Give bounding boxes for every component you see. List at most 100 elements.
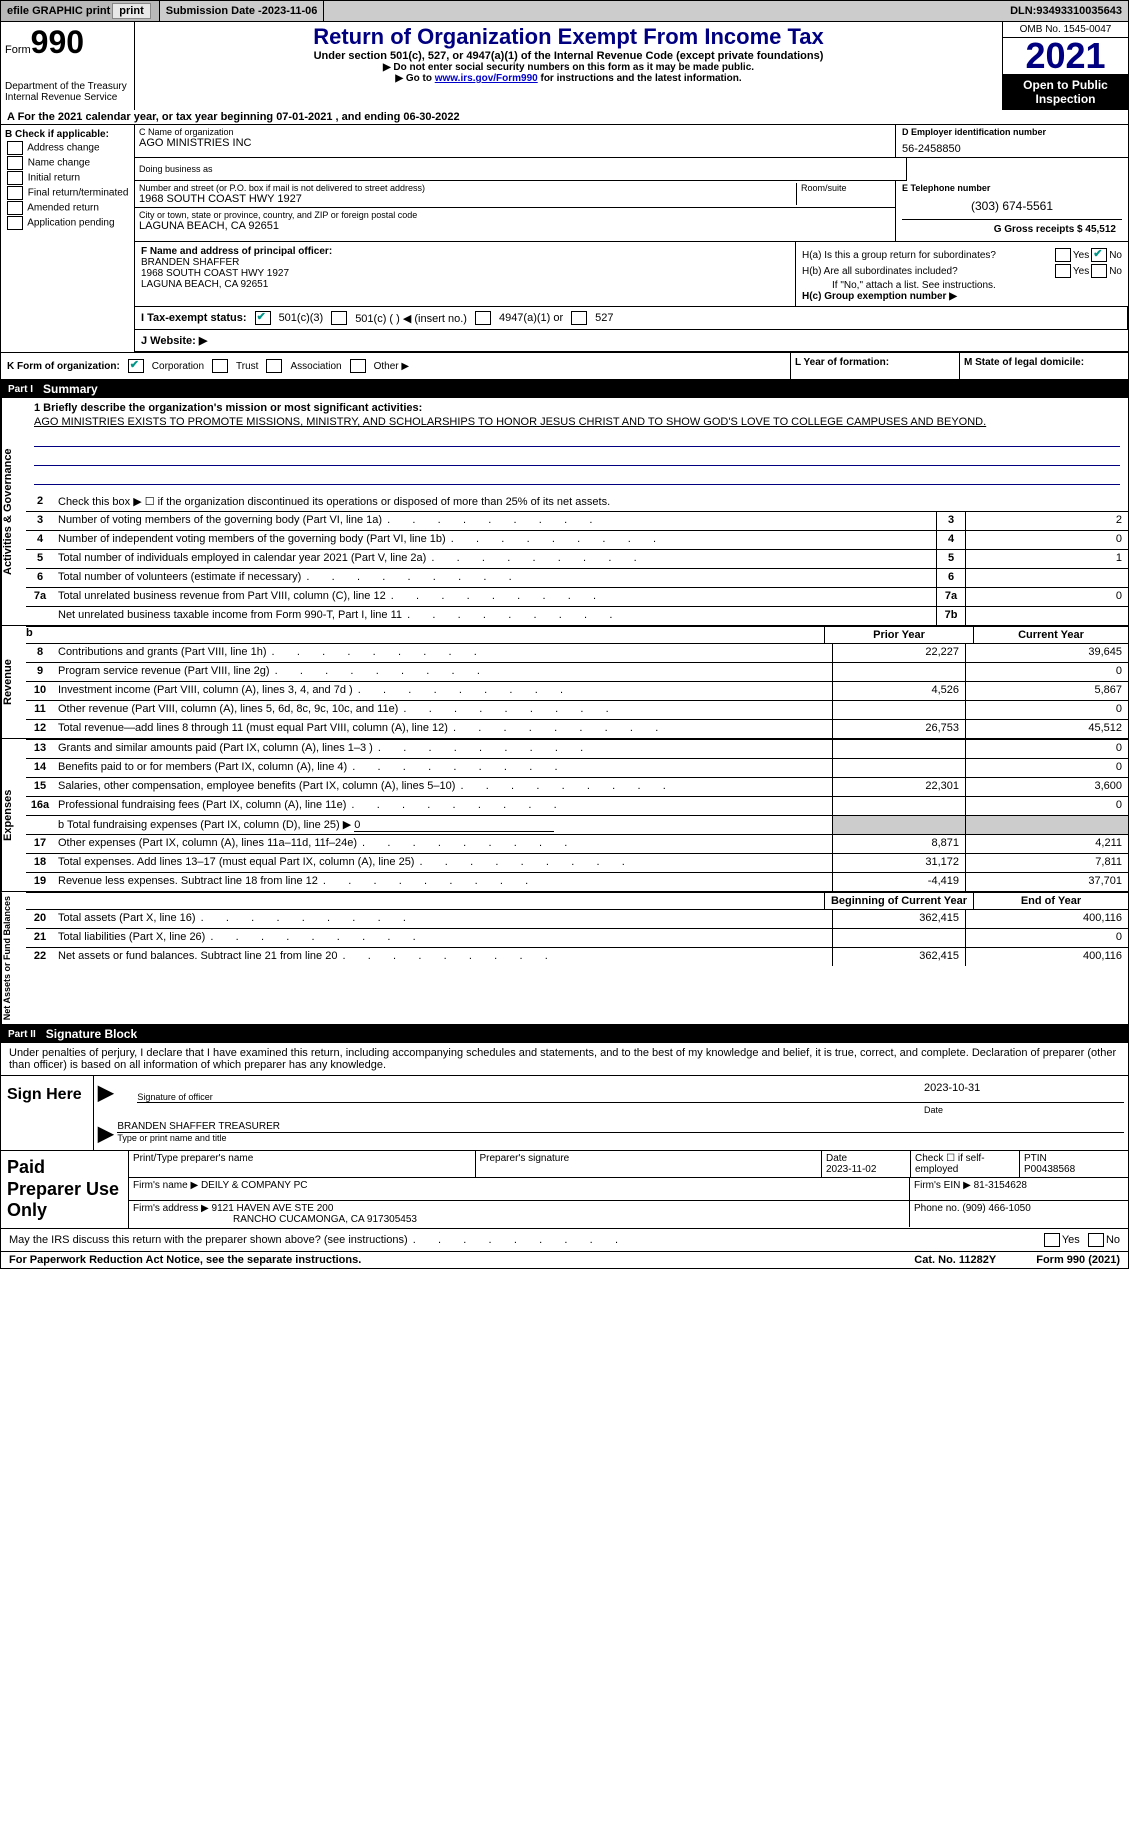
summary-line: 3Number of voting members of the governi… xyxy=(26,511,1128,530)
chk-corp[interactable] xyxy=(128,359,144,373)
hb-no[interactable] xyxy=(1091,264,1107,278)
chk-address-change[interactable]: Address change xyxy=(5,141,130,155)
date-label: Date xyxy=(924,1105,1124,1115)
line-a-period: A For the 2021 calendar year, or tax yea… xyxy=(0,110,1129,125)
paid-preparer-block: Paid Preparer Use Only Print/Type prepar… xyxy=(0,1151,1129,1229)
ha-no[interactable] xyxy=(1091,248,1107,262)
page-footer: For Paperwork Reduction Act Notice, see … xyxy=(0,1252,1129,1269)
part-ii-title: Signature Block xyxy=(46,1027,137,1041)
officer-name-title: BRANDEN SHAFFER TREASURER xyxy=(117,1121,1124,1133)
irs-link[interactable]: www.irs.gov/Form990 xyxy=(435,73,538,84)
penalty-text: Under penalties of perjury, I declare th… xyxy=(0,1043,1129,1076)
room-label: Room/suite xyxy=(801,183,891,193)
ein-label: D Employer identification number xyxy=(902,127,1122,137)
ha-label: H(a) Is this a group return for subordin… xyxy=(802,250,1053,261)
hb-yes[interactable] xyxy=(1055,264,1071,278)
officer-addr1: 1968 SOUTH COAST HWY 1927 xyxy=(141,268,789,279)
chk-trust[interactable] xyxy=(212,359,228,373)
may-irs-yes[interactable] xyxy=(1044,1233,1060,1247)
org-name-label: C Name of organization xyxy=(139,127,891,137)
revenue-section: Revenue b Prior Year Current Year 8Contr… xyxy=(0,626,1129,739)
pp-sig-label: Preparer's signature xyxy=(476,1151,823,1177)
form-word: Form xyxy=(5,44,31,56)
dln-label: DLN: xyxy=(1010,5,1036,17)
dba-label: Doing business as xyxy=(139,164,902,174)
ha-yes[interactable] xyxy=(1055,248,1071,262)
summary-line: 17Other expenses (Part IX, column (A), l… xyxy=(26,834,1128,853)
city-value: LAGUNA BEACH, CA 92651 xyxy=(139,220,891,232)
chk-other[interactable] xyxy=(350,359,366,373)
section-b-title: B Check if applicable: xyxy=(5,129,130,140)
firm-ein: 81-3154628 xyxy=(974,1180,1027,1191)
sign-here-label: Sign Here xyxy=(1,1076,94,1150)
vtab-expenses: Expenses xyxy=(1,739,26,891)
print-button[interactable]: print xyxy=(112,3,150,19)
chk-initial-return[interactable]: Initial return xyxy=(5,171,130,185)
sig-date: 2023-10-31 xyxy=(924,1082,1124,1094)
goto-post: for instructions and the latest informat… xyxy=(538,73,742,84)
chk-501c3[interactable] xyxy=(255,311,271,325)
form-header: Form990 Department of the Treasury Inter… xyxy=(0,22,1129,110)
dln-value: 93493310035643 xyxy=(1036,5,1122,17)
form-number: 990 xyxy=(31,24,84,60)
chk-4947[interactable] xyxy=(475,311,491,325)
firm-name: DEILY & COMPANY PC xyxy=(201,1180,308,1191)
net-assets-section: Net Assets or Fund Balances Beginning of… xyxy=(0,892,1129,1025)
summary-line: 10Investment income (Part VIII, column (… xyxy=(26,681,1128,700)
part-ii-tag: Part II xyxy=(8,1029,36,1040)
summary-line: 20Total assets (Part X, line 16)362,4154… xyxy=(26,909,1128,928)
website-label: J Website: ▶ xyxy=(141,334,207,347)
line16b-label: b Total fundraising expenses (Part IX, c… xyxy=(58,819,351,831)
form-subtitle: Under section 501(c), 527, or 4947(a)(1)… xyxy=(137,50,1000,62)
type-name-label: Type or print name and title xyxy=(117,1133,1124,1143)
ein-value: 56-2458850 xyxy=(902,143,1122,155)
officer-addr2: LAGUNA BEACH, CA 92651 xyxy=(141,279,789,290)
summary-line: 14Benefits paid to or for members (Part … xyxy=(26,758,1128,777)
part-ii-header: Part II Signature Block xyxy=(0,1025,1129,1043)
chk-name-change[interactable]: Name change xyxy=(5,156,130,170)
chk-final-return[interactable]: Final return/terminated xyxy=(5,186,130,200)
goto-pre: ▶ Go to xyxy=(395,73,434,84)
firm-phone-label: Phone no. xyxy=(914,1203,962,1214)
arrow-icon: ▶ xyxy=(98,1080,113,1115)
vtab-net: Net Assets or Fund Balances xyxy=(1,892,26,1024)
pp-self-employed[interactable]: Check ☐ if self-employed xyxy=(911,1151,1020,1177)
chk-501c[interactable] xyxy=(331,311,347,325)
tax-exempt-label: I Tax-exempt status: xyxy=(141,312,247,324)
chk-amended[interactable]: Amended return xyxy=(5,201,130,215)
section-b: B Check if applicable: Address change Na… xyxy=(1,125,135,352)
section-e-g: E Telephone number (303) 674-5561 G Gros… xyxy=(896,181,1128,241)
expenses-section: Expenses 13Grants and similar amounts pa… xyxy=(0,739,1129,892)
section-k: K Form of organization: Corporation Trus… xyxy=(1,353,790,379)
section-j: J Website: ▶ xyxy=(135,330,1128,351)
summary-line: 6Total number of volunteers (estimate if… xyxy=(26,568,1128,587)
bocy-hdr: Beginning of Current Year xyxy=(824,893,973,909)
form-note-ssn: ▶ Do not enter social security numbers o… xyxy=(137,62,1000,73)
gross-receipts-label: G Gross receipts $ xyxy=(994,224,1086,235)
chk-assoc[interactable] xyxy=(266,359,282,373)
summary-line: 16aProfessional fundraising fees (Part I… xyxy=(26,796,1128,815)
vtab-activities: Activities & Governance xyxy=(1,398,26,625)
phone-value: (303) 674-5561 xyxy=(902,199,1122,213)
officer-name: BRANDEN SHAFFER xyxy=(141,257,789,268)
sign-here-block: Sign Here ▶ Signature of officer 2023-10… xyxy=(0,1076,1129,1151)
section-m: M State of legal domicile: xyxy=(959,353,1128,379)
vtab-revenue: Revenue xyxy=(1,626,26,738)
hb-label: H(b) Are all subordinates included? xyxy=(802,266,1053,277)
irs-label: Internal Revenue Service xyxy=(5,92,130,103)
street-label: Number and street (or P.O. box if mail i… xyxy=(139,183,796,193)
may-irs-no[interactable] xyxy=(1088,1233,1104,1247)
ptin-label: PTIN xyxy=(1024,1153,1124,1164)
line1-label: 1 Briefly describe the organization's mi… xyxy=(34,402,1120,414)
submission-date: 2023-11-06 xyxy=(262,5,318,17)
summary-line: 21Total liabilities (Part X, line 26)0 xyxy=(26,928,1128,947)
summary-line: 7aTotal unrelated business revenue from … xyxy=(26,587,1128,606)
pp-date: 2023-11-02 xyxy=(826,1164,906,1175)
officer-label: F Name and address of principal officer: xyxy=(141,246,789,257)
phone-label: E Telephone number xyxy=(902,183,1122,193)
chk-527[interactable] xyxy=(571,311,587,325)
prior-year-hdr: Prior Year xyxy=(824,627,973,643)
section-c-address: Number and street (or P.O. box if mail i… xyxy=(135,181,896,241)
top-bar: efile GRAPHIC print print Submission Dat… xyxy=(0,0,1129,22)
chk-app-pending[interactable]: Application pending xyxy=(5,216,130,230)
